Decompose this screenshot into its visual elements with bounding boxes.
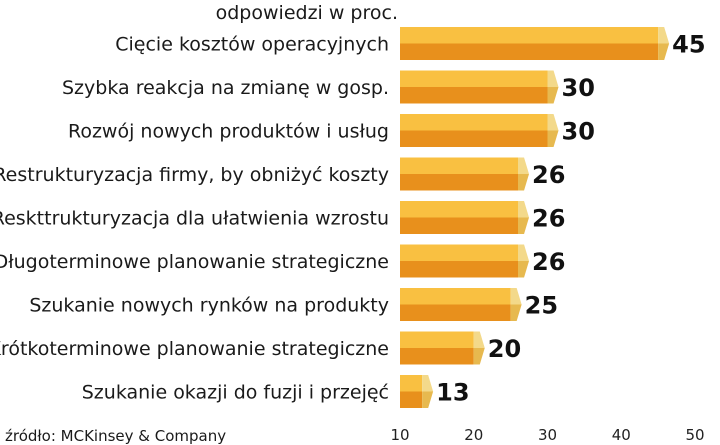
value-label: 45	[672, 31, 705, 59]
bars-group: Cięcie kosztów operacyjnych 45 Szybka reak…	[0, 27, 706, 408]
x-tick-label: 30	[538, 426, 557, 444]
bar-row: Reskttrukturyzacja dla ułatwienia wzrost…	[0, 201, 565, 234]
bar-bottom-face	[400, 87, 548, 104]
value-label: 25	[525, 292, 558, 320]
category-label: Szukanie okazji do fuzji i przejęć	[82, 382, 389, 404]
bar-row: Szybka reakcja na zmianę w gosp. 30	[62, 70, 595, 104]
bar-end-cap-bottom	[547, 87, 559, 104]
bar-end-cap-bottom	[658, 43, 670, 60]
category-label: Krótkoterminowe planowanie strategiczne	[0, 338, 389, 360]
bar-end-cap-bottom	[510, 304, 522, 321]
bar-bottom-face	[400, 304, 511, 321]
bar-bottom-face	[400, 43, 659, 60]
bar-top-face	[400, 244, 518, 261]
bar-end-cap-bottom	[473, 348, 485, 365]
bar-end-cap-top	[547, 70, 559, 87]
bar-end-cap-top	[658, 27, 670, 44]
bar-row: Szukanie okazji do fuzji i przejęć 13	[82, 375, 470, 408]
value-label: 26	[532, 161, 565, 189]
bar-bottom-face	[400, 130, 548, 147]
bar-end-cap-top	[518, 244, 529, 261]
bar-bottom-face	[400, 174, 518, 191]
bar-top-face	[400, 27, 659, 44]
bar-end-cap-top	[510, 288, 522, 305]
bar-end-cap-top	[518, 201, 529, 218]
x-tick-label: 40	[612, 426, 631, 444]
bar-end-cap-bottom	[518, 261, 529, 278]
category-label: Rozwój nowych produktów i usług	[68, 121, 389, 143]
value-label: 13	[436, 379, 469, 407]
bar-row: Rozwój nowych produktów i usług 30	[68, 114, 595, 147]
category-label: Szybka reakcja na zmianę w gosp.	[62, 77, 389, 99]
value-label: 26	[532, 248, 565, 276]
bar-top-face	[400, 70, 548, 87]
chart-subtitle: odpowiedzi w proc.	[216, 2, 398, 24]
bar-end-cap-bottom	[422, 391, 434, 408]
bar-top-face	[400, 288, 511, 305]
bar-row: Długoterminowe planowanie strategiczne 26	[0, 244, 565, 278]
x-tick-label: 20	[464, 426, 483, 444]
category-label: Długoterminowe planowanie strategiczne	[0, 251, 389, 273]
bar-top-face	[400, 157, 518, 174]
bar-end-cap-bottom	[518, 217, 529, 234]
bar-row: Restrukturyzacja firmy, by obniżyć koszt…	[0, 157, 565, 191]
value-label: 30	[562, 74, 595, 102]
value-label: 20	[488, 335, 521, 363]
value-label: 26	[532, 205, 565, 233]
bar-top-face	[400, 375, 423, 392]
category-label: Szukanie nowych rynków na produkty	[29, 295, 389, 317]
bar-row: Cięcie kosztów operacyjnych 45	[115, 27, 706, 60]
category-label: Cięcie kosztów operacyjnych	[115, 34, 389, 56]
bar-end-cap-bottom	[547, 130, 559, 147]
x-tick-label: 10	[390, 426, 409, 444]
bar-top-face	[400, 331, 474, 348]
category-label: Restrukturyzacja firmy, by obniżyć koszt…	[0, 164, 389, 186]
category-label: Reskttrukturyzacja dla ułatwienia wzrost…	[0, 208, 389, 230]
bar-end-cap-top	[422, 375, 434, 392]
bar-row: Krótkoterminowe planowanie strategiczne 2…	[0, 331, 521, 365]
bar-bottom-face	[400, 261, 518, 278]
bar-top-face	[400, 114, 548, 131]
source-note: źródło: MCKinsey & Company	[5, 427, 226, 445]
bar-end-cap-top	[473, 331, 485, 348]
bar-end-cap-top	[547, 114, 559, 131]
bar-end-cap-top	[518, 157, 529, 174]
bar-bottom-face	[400, 391, 423, 408]
bar-bottom-face	[400, 348, 474, 365]
value-label: 30	[562, 118, 595, 146]
x-tick-label: 50	[685, 426, 704, 444]
bar-bottom-face	[400, 217, 518, 234]
bar-row: Szukanie nowych rynków na produkty 25	[29, 288, 558, 321]
bar-top-face	[400, 201, 518, 218]
bar-end-cap-bottom	[518, 174, 529, 191]
x-axis: 10 20 30 40 50	[390, 426, 704, 444]
